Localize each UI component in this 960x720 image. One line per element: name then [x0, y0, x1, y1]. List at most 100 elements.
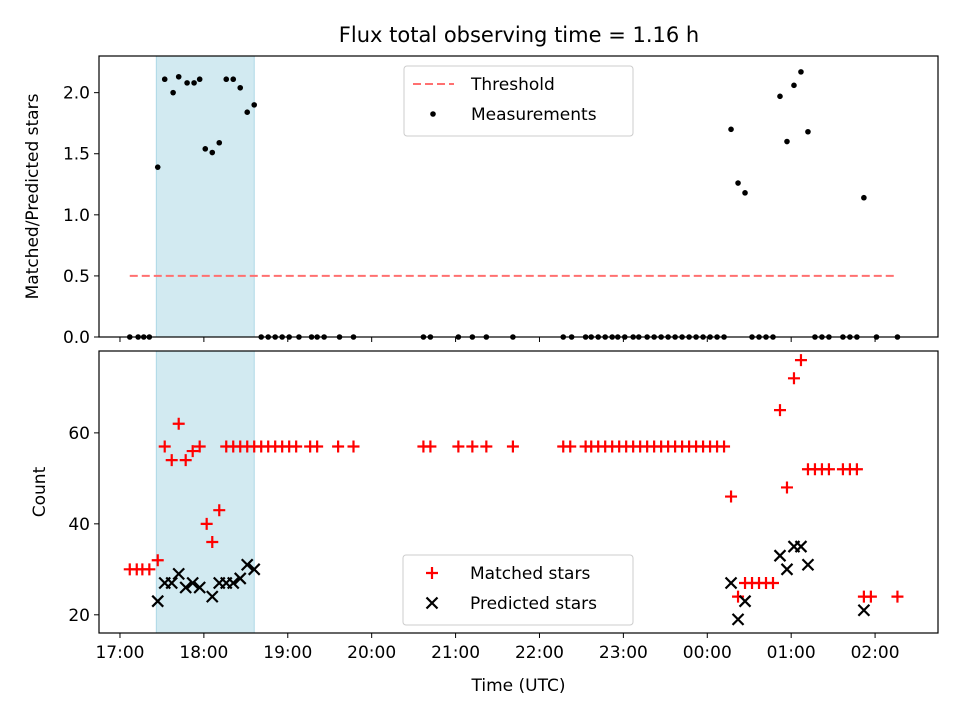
measurement-point	[216, 139, 223, 146]
top-panel: 0.0 0.5 1.0 1.5 2.0 Matched/Predicted stars Th…	[23, 55, 939, 348]
measurement-point	[805, 128, 811, 135]
matched-star-marker	[193, 440, 206, 453]
x-tick-label: 23:00	[599, 643, 648, 663]
measurement-point	[209, 149, 216, 156]
y-tick-label: 60	[68, 424, 90, 444]
matched-star-marker	[206, 536, 219, 549]
matched-star-marker	[143, 563, 156, 576]
matched-star-marker	[850, 463, 863, 476]
matched-star-marker	[290, 440, 303, 453]
matched-star-marker	[200, 517, 213, 530]
measurement-point	[237, 84, 244, 91]
predicted-star-marker	[193, 581, 206, 594]
measurement-point	[791, 82, 797, 89]
matched-star-marker	[179, 454, 192, 467]
legend	[402, 554, 634, 626]
matched-star-marker	[864, 590, 877, 603]
matched-star-marker	[766, 576, 779, 589]
matched-star-marker	[151, 554, 164, 567]
matched-star-marker	[732, 590, 745, 603]
predicted-star-marker	[186, 576, 199, 590]
predicted-star-marker	[731, 613, 745, 626]
predicted-star-marker	[151, 594, 165, 608]
measurement-point	[191, 80, 197, 86]
predicted-star-marker	[226, 576, 240, 590]
measurement-point	[170, 89, 176, 96]
matched-star-marker	[186, 445, 199, 458]
predicted-star-marker	[172, 567, 185, 581]
x-tick-label: 18:00	[179, 643, 228, 663]
measurement-point	[223, 76, 230, 83]
matched-star-marker	[564, 440, 577, 453]
measurement-point	[244, 109, 251, 115]
measurement-point	[202, 146, 209, 152]
measurement-point	[742, 190, 748, 196]
predicted-star-marker	[240, 558, 254, 572]
measurement-point	[777, 93, 783, 100]
predicted-star-marker	[233, 572, 247, 585]
predicted-star-marker	[773, 549, 787, 562]
measurement-point	[735, 180, 741, 186]
matched-star-marker	[311, 440, 324, 453]
matched-star-marker	[213, 504, 226, 517]
legend-label: Threshold	[470, 75, 555, 95]
matched-star-marker	[780, 481, 793, 494]
measurement-point	[230, 76, 237, 83]
x-tick-label: 02:00	[851, 643, 900, 663]
matched-star-marker	[891, 590, 904, 603]
x-tick-label: 21:00	[431, 643, 480, 663]
matched-star-marker	[172, 417, 185, 430]
measurement-point	[175, 73, 182, 80]
matched-star-marker	[165, 454, 178, 467]
predicted-star-marker	[738, 594, 752, 608]
axes-frame	[98, 350, 939, 634]
legend-label: Predicted stars	[470, 594, 597, 614]
x-tick-label: 00:00	[683, 643, 732, 663]
measurement-point	[196, 76, 203, 83]
y-tick-label: 20	[68, 606, 90, 626]
predicted-star-marker	[165, 576, 178, 590]
y-tick-label: 0.5	[63, 267, 90, 287]
shaded-span	[155, 55, 255, 338]
predicted-star-marker	[801, 558, 815, 572]
matched-star-marker	[466, 440, 479, 453]
matched-star-marker	[773, 404, 786, 417]
matched-star-marker	[822, 463, 835, 476]
measurement-point	[798, 69, 804, 75]
bottom-panel: 17:00 18:00 19:00 20:00 21:00 22:00 23:00 00:00…	[30, 350, 939, 696]
measurement-point	[784, 138, 790, 145]
predicted-star-marker	[794, 540, 808, 553]
measurement-point	[161, 76, 168, 83]
matched-star-marker	[794, 354, 807, 367]
measurement-point	[154, 164, 161, 170]
matched-star-marker	[718, 440, 731, 453]
measurement-point	[184, 80, 190, 86]
x-axis-label: Time (UTC)	[471, 676, 566, 696]
shaded-span	[155, 350, 255, 634]
legend-swatch-matched	[426, 567, 438, 579]
y-tick-label: 1.5	[63, 145, 90, 165]
matched-star-marker	[332, 440, 345, 453]
legend-swatch-measurements	[430, 111, 436, 117]
y-tick-label: 40	[68, 515, 90, 535]
predicted-star-marker	[724, 576, 738, 590]
y-tick-label: 1.0	[63, 206, 90, 226]
legend-label: Measurements	[471, 105, 597, 125]
legend-swatch-predicted	[425, 596, 439, 610]
x-tick-label: 22:00	[515, 643, 564, 663]
legend	[403, 65, 634, 137]
matched-star-marker	[725, 490, 738, 503]
chart-title: Flux total observing time = 1.16 h	[339, 23, 699, 47]
legend-label: Matched stars	[470, 564, 590, 584]
matched-star-marker	[347, 440, 360, 453]
matched-star-marker	[158, 440, 171, 453]
predicted-star-marker	[247, 563, 261, 576]
x-tick-label: 19:00	[263, 643, 312, 663]
matched-star-marker	[424, 440, 437, 453]
x-tick-label: 17:00	[95, 643, 144, 663]
matched-star-marker	[787, 372, 800, 385]
x-tick-label: 20:00	[347, 643, 396, 663]
matched-star-marker	[480, 440, 493, 453]
measurement-point	[861, 194, 867, 201]
